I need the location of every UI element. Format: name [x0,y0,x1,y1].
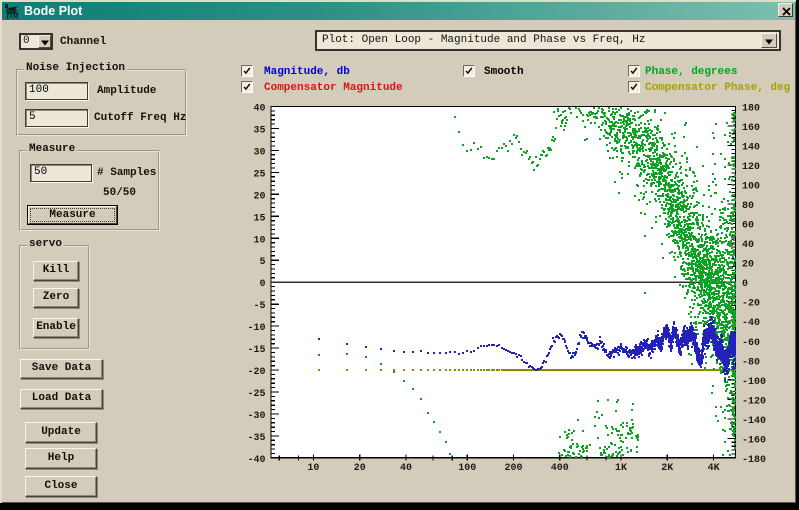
svg-text:60: 60 [742,221,754,232]
svg-text:35: 35 [253,126,265,137]
svg-text:0: 0 [742,279,748,290]
svg-text:DM: DM [5,12,20,20]
svg-text:20: 20 [253,191,265,202]
svg-text:25: 25 [253,169,265,180]
svg-text:4K: 4K [708,463,720,474]
svg-text:140: 140 [742,143,760,154]
svg-text:1K: 1K [615,463,627,474]
svg-text:10: 10 [307,463,319,474]
svg-text:-120: -120 [742,396,766,407]
svg-text:-40: -40 [742,318,760,329]
svg-text:-5: -5 [253,301,265,312]
svg-text:20: 20 [354,463,366,474]
svg-text:-80: -80 [742,357,760,368]
svg-text:30: 30 [253,147,265,158]
svg-text:10: 10 [253,235,265,246]
svg-text:-35: -35 [247,433,265,444]
svg-text:40: 40 [742,240,754,251]
svg-text:20: 20 [742,260,754,271]
svg-text:40: 40 [400,463,412,474]
svg-text:5: 5 [259,257,265,268]
svg-text:-20: -20 [742,299,760,310]
svg-text:-10: -10 [247,323,265,334]
svg-text:-30: -30 [247,411,265,422]
svg-text:100: 100 [742,182,760,193]
svg-text:2K: 2K [661,463,673,474]
svg-text:100: 100 [458,463,476,474]
svg-text:120: 120 [742,162,760,173]
svg-text:-180: -180 [742,455,766,466]
svg-text:-100: -100 [742,377,766,388]
svg-text:-160: -160 [742,435,766,446]
svg-text:400: 400 [551,463,569,474]
svg-text:-15: -15 [247,345,265,356]
svg-text:-40: -40 [247,455,265,466]
svg-text:-60: -60 [742,338,760,349]
svg-text:40: 40 [253,104,265,115]
svg-text:200: 200 [504,463,522,474]
svg-text:15: 15 [253,213,265,224]
svg-text:-20: -20 [247,367,265,378]
svg-text:160: 160 [742,123,760,134]
svg-text:180: 180 [742,104,760,115]
svg-text:-25: -25 [247,389,265,400]
svg-text:80: 80 [742,201,754,212]
svg-text:-140: -140 [742,416,766,427]
svg-text:0: 0 [259,279,265,290]
